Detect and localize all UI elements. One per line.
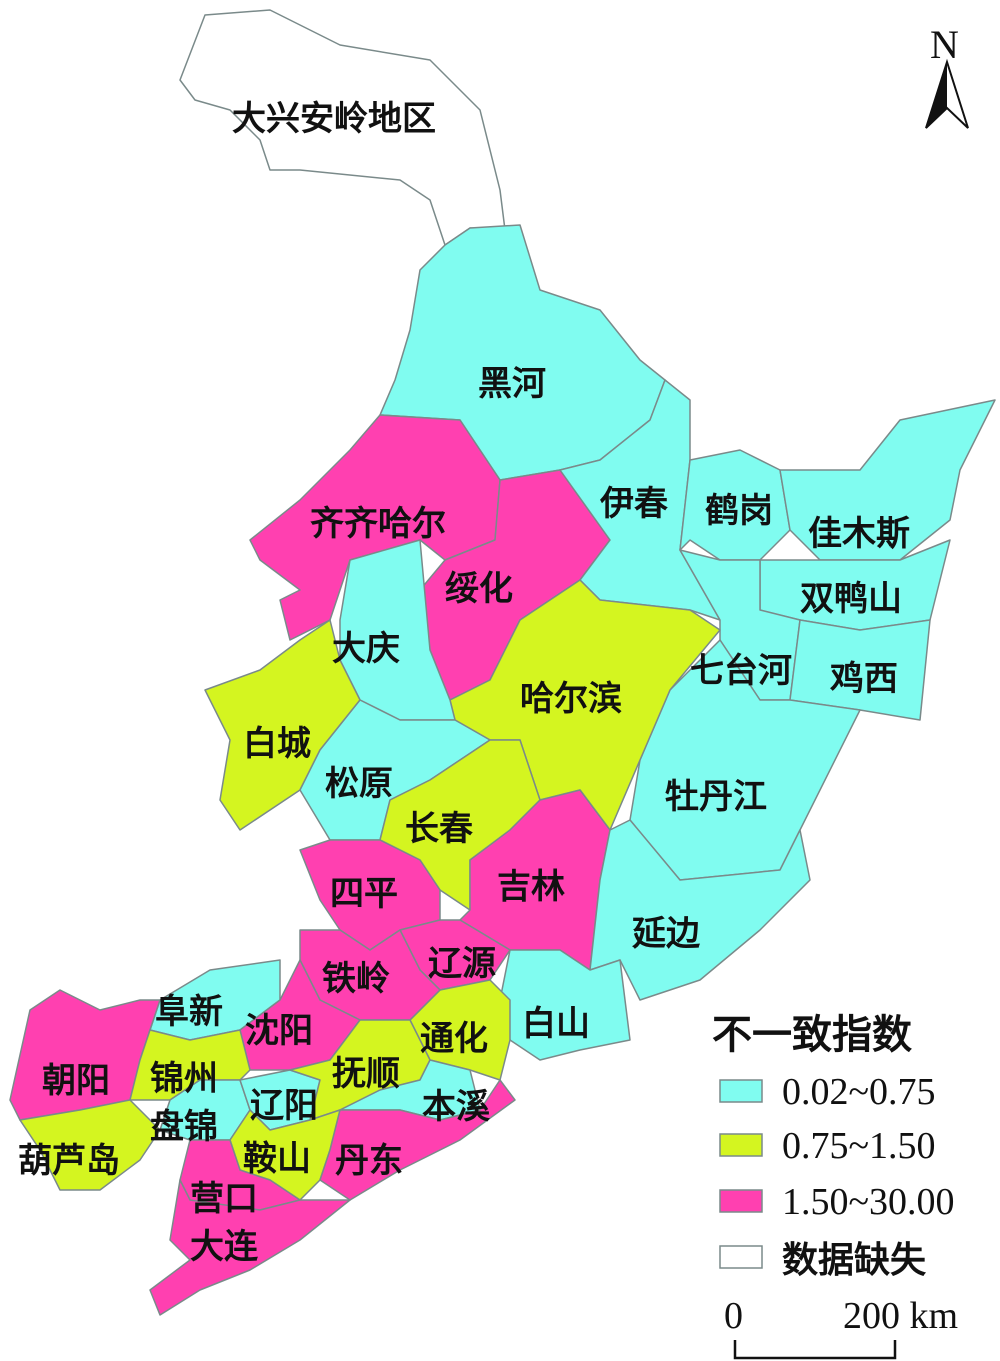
legend-swatch-low — [719, 1079, 763, 1103]
north-arrow: N — [925, 22, 969, 129]
legend-swatch-high — [719, 1189, 763, 1213]
label-fuxin: 阜新 — [155, 992, 223, 1032]
label-hegang: 鹤岗 — [705, 491, 773, 531]
label-yingkou: 营口 — [190, 1179, 258, 1219]
region-dalian — [149, 1179, 351, 1316]
regions-layer — [9, 9, 996, 1316]
label-mudanjiang: 牡丹江 — [665, 777, 767, 817]
label-yanbian: 延边 — [632, 914, 700, 954]
label-anshan: 鞍山 — [243, 1139, 311, 1179]
label-liaoyang: 辽阳 — [250, 1086, 318, 1126]
label-shuangyashan: 双鸭山 — [800, 579, 902, 619]
label-liaoyuan: 辽源 — [428, 944, 496, 984]
label-tonghua: 通化 — [420, 1019, 488, 1059]
label-jinzhou: 锦州 — [150, 1059, 218, 1099]
region-dandong — [319, 1079, 516, 1201]
region-labels: 大兴安岭地区 黑河 齐齐哈尔 绥化 伊春 鹤岗 佳木斯 双鸭山 七台河 鸡西 牡… — [18, 99, 910, 1267]
label-baishan: 白山 — [522, 1004, 590, 1044]
legend-label-mid: 0.75~1.50 — [782, 1125, 936, 1167]
legend-swatch-mid — [719, 1133, 763, 1157]
label-jixi: 鸡西 — [830, 659, 898, 699]
label-baicheng: 白城 — [243, 724, 311, 764]
legend: 不一致指数 0.02~0.75 0.75~1.50 1.50~30.00 数据缺… — [712, 1011, 955, 1281]
label-dandong: 丹东 — [335, 1141, 403, 1181]
region-huludao — [19, 1099, 161, 1191]
legend-label-high: 1.50~30.00 — [782, 1181, 955, 1223]
label-huludao: 葫芦岛 — [18, 1141, 120, 1181]
label-changchun: 长春 — [405, 809, 473, 849]
label-benxi: 本溪 — [422, 1087, 491, 1127]
label-jiamusi: 佳木斯 — [808, 514, 910, 554]
label-dalian: 大连 — [190, 1227, 259, 1267]
scale-bar: 0 200 km — [724, 1295, 958, 1360]
north-label: N — [930, 22, 959, 67]
label-siping: 四平 — [330, 874, 398, 914]
label-shenyang: 沈阳 — [245, 1011, 313, 1051]
legend-title: 不一致指数 — [712, 1011, 912, 1058]
scale-end: 200 km — [843, 1295, 958, 1337]
label-yichun: 伊春 — [599, 484, 668, 524]
label-daxinganling: 大兴安岭地区 — [232, 99, 436, 139]
label-songyuan: 松原 — [325, 764, 393, 804]
label-suihua: 绥化 — [445, 569, 513, 609]
legend-swatch-missing — [719, 1245, 763, 1269]
label-daqing: 大庆 — [332, 629, 400, 669]
label-heihe: 黑河 — [478, 364, 546, 404]
scale-start: 0 — [724, 1295, 743, 1337]
label-qiqihar: 齐齐哈尔 — [310, 504, 446, 544]
label-qitaihe: 七台河 — [690, 651, 792, 691]
label-fushun: 抚顺 — [332, 1054, 400, 1094]
region-jiamusi — [779, 399, 996, 561]
scale-bar-line — [733, 1340, 897, 1360]
north-arrow-half-icon — [926, 62, 947, 128]
legend-label-low: 0.02~0.75 — [782, 1071, 936, 1113]
label-chaoyang: 朝阳 — [42, 1061, 110, 1101]
label-harbin: 哈尔滨 — [520, 679, 622, 719]
label-jilin: 吉林 — [497, 867, 565, 907]
label-panjin: 盘锦 — [150, 1107, 218, 1147]
label-tieling: 铁岭 — [322, 959, 390, 999]
legend-label-missing: 数据缺失 — [782, 1239, 927, 1281]
